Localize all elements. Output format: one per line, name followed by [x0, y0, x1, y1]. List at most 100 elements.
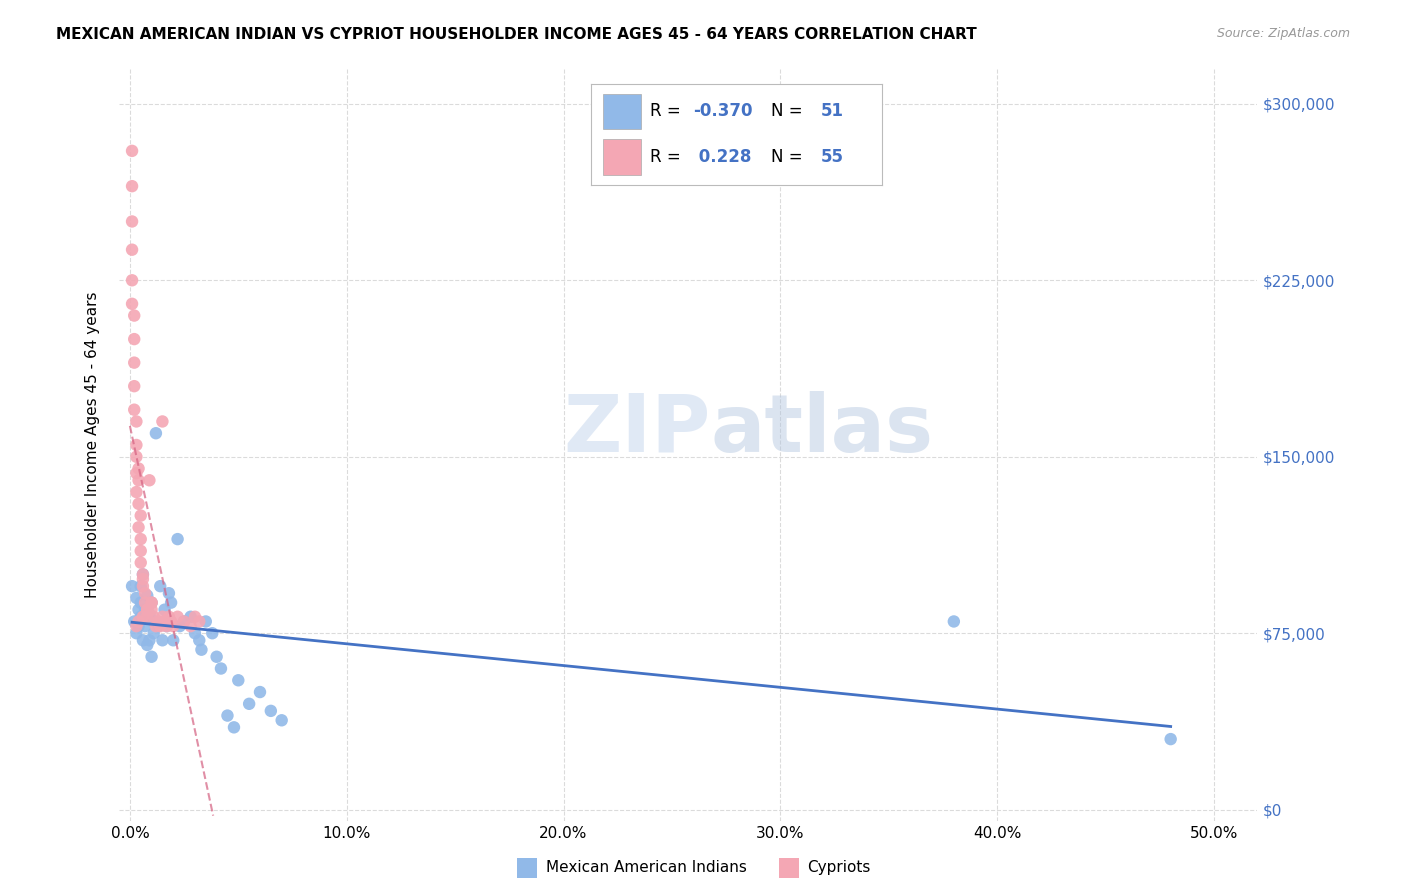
- Text: Mexican American Indians: Mexican American Indians: [546, 861, 747, 875]
- Point: [136, 609, 159, 624]
- Point: [132, 579, 155, 593]
- Point: [121, 297, 143, 311]
- Point: [169, 619, 191, 633]
- Point: [136, 603, 159, 617]
- Point: [166, 532, 188, 546]
- Point: [134, 603, 156, 617]
- Point: [157, 586, 180, 600]
- Point: [129, 579, 152, 593]
- Text: ZIP: ZIP: [564, 391, 711, 469]
- Point: [146, 615, 169, 629]
- Point: [138, 473, 160, 487]
- Point: [238, 697, 260, 711]
- Point: [132, 567, 155, 582]
- Point: [134, 596, 156, 610]
- Point: [142, 626, 165, 640]
- Point: [129, 508, 152, 523]
- Point: [152, 609, 174, 624]
- Y-axis label: Householder Income Ages 45 - 64 years: Householder Income Ages 45 - 64 years: [86, 292, 100, 599]
- Point: [141, 596, 163, 610]
- Point: [166, 609, 188, 624]
- Point: [162, 619, 184, 633]
- Point: [136, 638, 159, 652]
- Text: atlas: atlas: [711, 391, 934, 469]
- Point: [125, 485, 148, 500]
- Point: [153, 615, 176, 629]
- Point: [942, 615, 965, 629]
- Point: [129, 532, 152, 546]
- Point: [188, 633, 211, 648]
- Point: [132, 567, 155, 582]
- Point: [136, 589, 159, 603]
- Point: [121, 144, 143, 158]
- Point: [173, 615, 195, 629]
- Point: [160, 596, 183, 610]
- Point: [125, 438, 148, 452]
- Point: [209, 661, 232, 675]
- Point: [1160, 732, 1182, 747]
- Point: [152, 633, 174, 648]
- Point: [162, 633, 184, 648]
- Point: [134, 586, 156, 600]
- Point: [132, 609, 155, 624]
- Text: Cypriots: Cypriots: [807, 861, 870, 875]
- Point: [222, 720, 245, 734]
- Point: [122, 615, 145, 629]
- Point: [138, 633, 160, 648]
- Point: [121, 179, 143, 194]
- Point: [146, 619, 169, 633]
- Point: [205, 649, 228, 664]
- Point: [129, 609, 152, 624]
- Point: [270, 713, 292, 727]
- Point: [128, 603, 150, 617]
- Point: [141, 596, 163, 610]
- Point: [125, 626, 148, 640]
- Point: [152, 414, 174, 428]
- Point: [226, 673, 249, 688]
- Point: [132, 633, 155, 648]
- Point: [141, 649, 163, 664]
- Point: [180, 609, 202, 624]
- Point: [128, 497, 150, 511]
- Point: [121, 273, 143, 287]
- Point: [132, 572, 155, 586]
- Point: [149, 619, 172, 633]
- Text: Source: ZipAtlas.com: Source: ZipAtlas.com: [1216, 27, 1350, 40]
- Point: [160, 615, 183, 629]
- Point: [121, 214, 143, 228]
- Point: [149, 579, 172, 593]
- Point: [129, 596, 152, 610]
- Point: [128, 473, 150, 487]
- Point: [188, 615, 211, 629]
- Point: [122, 356, 145, 370]
- Point: [125, 450, 148, 464]
- Point: [125, 414, 148, 428]
- Point: [129, 556, 152, 570]
- Point: [128, 461, 150, 475]
- Point: [156, 619, 179, 633]
- Point: [201, 626, 224, 640]
- Point: [128, 619, 150, 633]
- Point: [249, 685, 271, 699]
- Point: [184, 626, 207, 640]
- Point: [122, 332, 145, 346]
- Point: [136, 603, 159, 617]
- Point: [142, 615, 165, 629]
- Point: [153, 603, 176, 617]
- Point: [122, 379, 145, 393]
- Point: [141, 603, 163, 617]
- Point: [190, 642, 212, 657]
- Point: [125, 467, 148, 481]
- Point: [142, 609, 165, 624]
- Point: [141, 596, 163, 610]
- Point: [121, 243, 143, 257]
- Point: [157, 609, 180, 624]
- Point: [121, 579, 143, 593]
- Text: MEXICAN AMERICAN INDIAN VS CYPRIOT HOUSEHOLDER INCOME AGES 45 - 64 YEARS CORRELA: MEXICAN AMERICAN INDIAN VS CYPRIOT HOUSE…: [56, 27, 977, 42]
- Point: [128, 520, 150, 534]
- Point: [145, 619, 167, 633]
- Point: [184, 609, 207, 624]
- Point: [173, 615, 195, 629]
- Point: [138, 607, 160, 622]
- Point: [122, 309, 145, 323]
